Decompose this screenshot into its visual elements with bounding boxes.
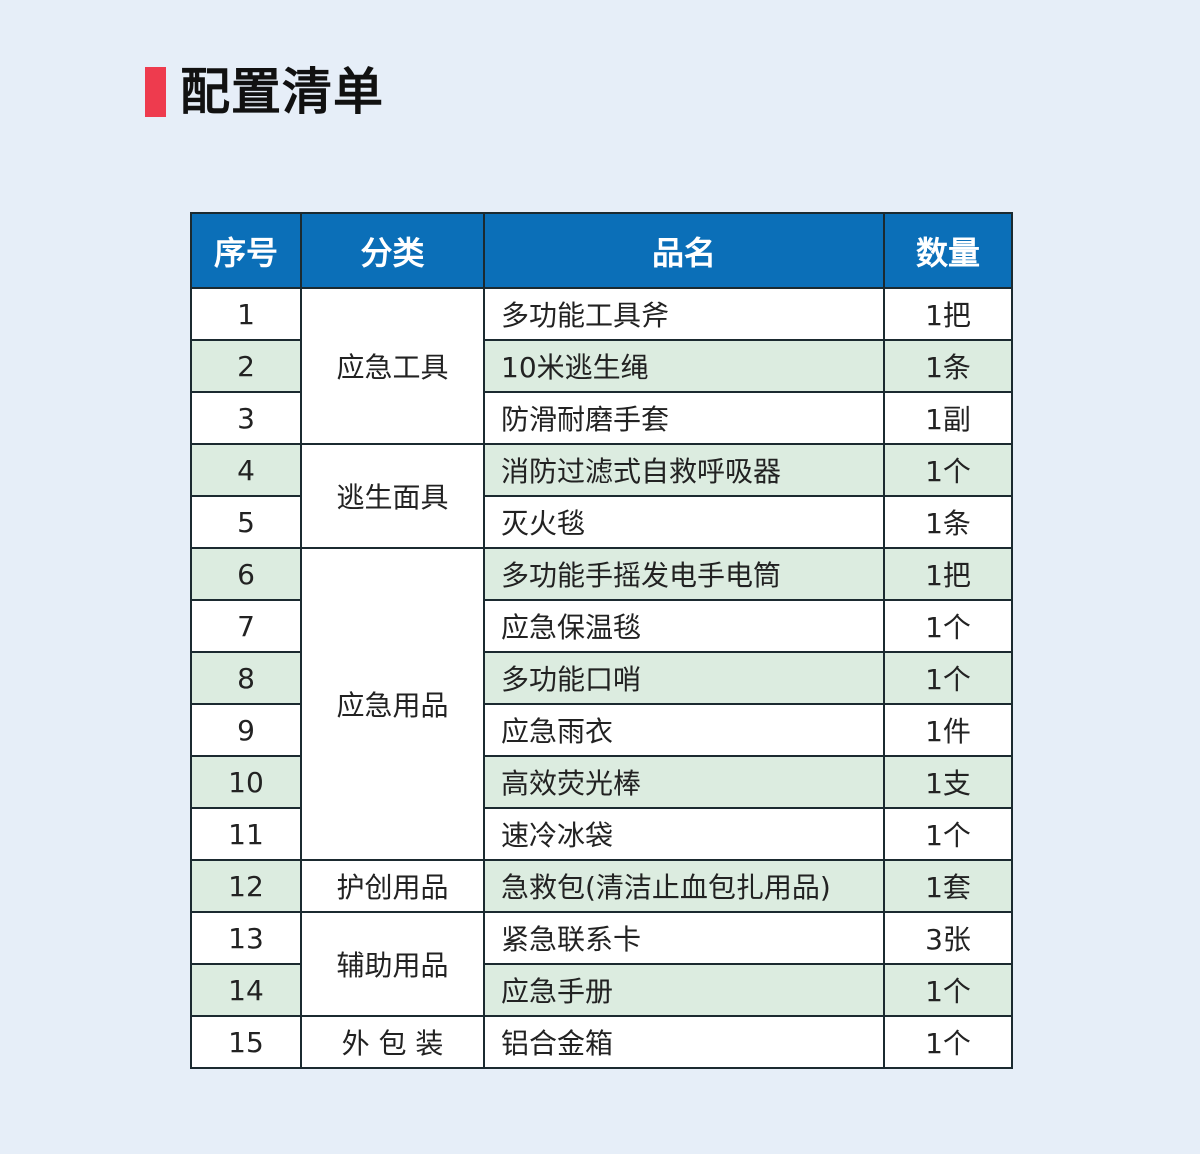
row-index: 4 [190,443,302,497]
row-index: 9 [190,703,302,757]
item-quantity: 1套 [883,859,1013,913]
row-index: 14 [190,963,302,1017]
item-quantity: 1支 [883,755,1013,809]
item-name: 急救包(清洁止血包扎用品) [483,859,885,913]
category-cell: 外 包 装 [300,1015,485,1069]
item-quantity: 1个 [883,963,1013,1017]
item-quantity: 1个 [883,599,1013,653]
header-quantity: 数量 [883,212,1013,289]
table-header-row: 序号 分类 品名 数量 [190,212,1013,289]
item-name: 铝合金箱 [483,1015,885,1069]
row-index: 10 [190,755,302,809]
row-index: 15 [190,1015,302,1069]
item-quantity: 1个 [883,1015,1013,1069]
title-accent-bar [145,67,166,117]
item-quantity: 1条 [883,495,1013,549]
item-quantity: 1个 [883,443,1013,497]
item-name: 灭火毯 [483,495,885,549]
table-row: 2 10米逃生绳 1条 [190,339,1013,393]
page-title: 配置清单 [180,63,384,121]
row-index: 8 [190,651,302,705]
row-index: 2 [190,339,302,393]
header-category: 分类 [300,212,485,289]
header-index: 序号 [190,212,302,289]
row-index: 6 [190,547,302,601]
table-row: 15 外 包 装铝合金箱 1个 [190,1015,1013,1069]
item-quantity: 1条 [883,339,1013,393]
item-quantity: 1把 [883,547,1013,601]
table-row: 8 多功能口哨 1个 [190,651,1013,705]
item-quantity: 3张 [883,911,1013,965]
table-row: 13 辅助用品 紧急联系卡 3张 [190,911,1013,1017]
table-row: 3 防滑耐磨手套 1副 [190,391,1013,445]
table-row: 6 应急用品 多功能手摇发电手电筒 1把 [190,547,1013,861]
item-name: 应急保温毯 [483,599,885,653]
table-row: 14 应急手册 1个 [190,963,1013,1017]
category-cell: 护创用品 [300,859,485,913]
table-row: 9 应急雨衣 1件 [190,703,1013,757]
row-index: 1 [190,287,302,341]
row-index: 13 [190,911,302,965]
item-quantity: 1把 [883,287,1013,341]
item-name: 紧急联系卡 [483,911,885,965]
item-name: 10米逃生绳 [483,339,885,393]
item-name: 多功能工具斧 [483,287,885,341]
item-quantity: 1个 [883,807,1013,861]
item-name: 应急手册 [483,963,885,1017]
row-index: 11 [190,807,302,861]
row-index: 5 [190,495,302,549]
category-cell: 逃生面具 [300,443,485,549]
item-name: 防滑耐磨手套 [483,391,885,445]
item-quantity: 1件 [883,703,1013,757]
category-cell: 辅助用品 [300,911,485,1017]
table-row: 11 速冷冰袋 1个 [190,807,1013,861]
row-index: 7 [190,599,302,653]
configuration-table: 序号 分类 品名 数量 1 应急工具 多功能工具斧 1把 2 10米逃生绳 1条 3 防滑耐磨手… [190,212,1013,1069]
table-row: 12 护创用品 急救包(清洁止血包扎用品) 1套 [190,859,1013,913]
item-name: 消防过滤式自救呼吸器 [483,443,885,497]
table-row: 1 应急工具 多功能工具斧 1把 [190,287,1013,445]
table-row: 10 高效荧光棒 1支 [190,755,1013,809]
item-name: 多功能手摇发电手电筒 [483,547,885,601]
item-name: 应急雨衣 [483,703,885,757]
item-name: 多功能口哨 [483,651,885,705]
category-cell: 应急工具 [300,287,485,445]
item-quantity: 1个 [883,651,1013,705]
item-name: 高效荧光棒 [483,755,885,809]
row-index: 12 [190,859,302,913]
table-row: 7 应急保温毯 1个 [190,599,1013,653]
table-row: 4 逃生面具 消防过滤式自救呼吸器 1个 [190,443,1013,549]
table-row: 5 灭火毯 1条 [190,495,1013,549]
header-item-name: 品名 [483,212,885,289]
item-quantity: 1副 [883,391,1013,445]
category-cell: 应急用品 [300,547,485,861]
row-index: 3 [190,391,302,445]
item-name: 速冷冰袋 [483,807,885,861]
